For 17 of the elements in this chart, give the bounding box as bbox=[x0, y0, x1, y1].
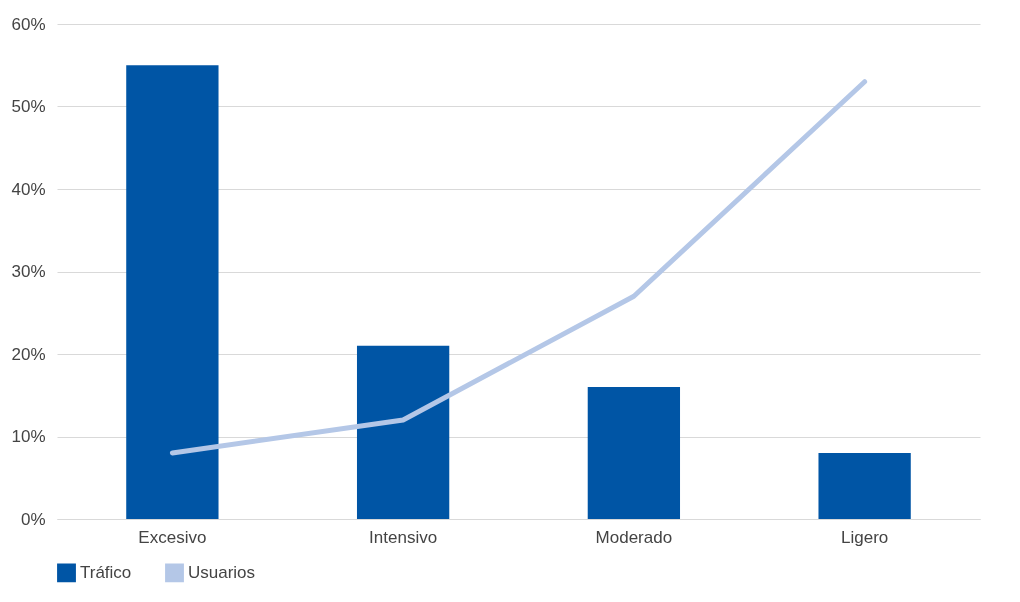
bar bbox=[818, 453, 911, 519]
bar bbox=[126, 65, 219, 519]
bar bbox=[587, 387, 681, 519]
y-tick-label: 40% bbox=[11, 179, 46, 199]
y-tick-label: 60% bbox=[11, 14, 46, 34]
y-tick-label: 0% bbox=[20, 509, 46, 529]
legend-label: Usuarios bbox=[188, 562, 256, 582]
legend-label: Tráfico bbox=[80, 562, 132, 582]
y-tick-label: 20% bbox=[11, 344, 46, 364]
x-tick-label: Moderado bbox=[595, 527, 673, 547]
y-tick-label: 30% bbox=[11, 262, 46, 281]
y-tick-label: 10% bbox=[11, 427, 46, 446]
y-tick-label: 50% bbox=[11, 97, 46, 116]
x-tick-label: Intensivo bbox=[369, 527, 438, 547]
bar bbox=[356, 345, 450, 519]
x-tick-label: Ligero bbox=[840, 527, 889, 547]
x-tick-label: Excesivo bbox=[138, 527, 207, 547]
